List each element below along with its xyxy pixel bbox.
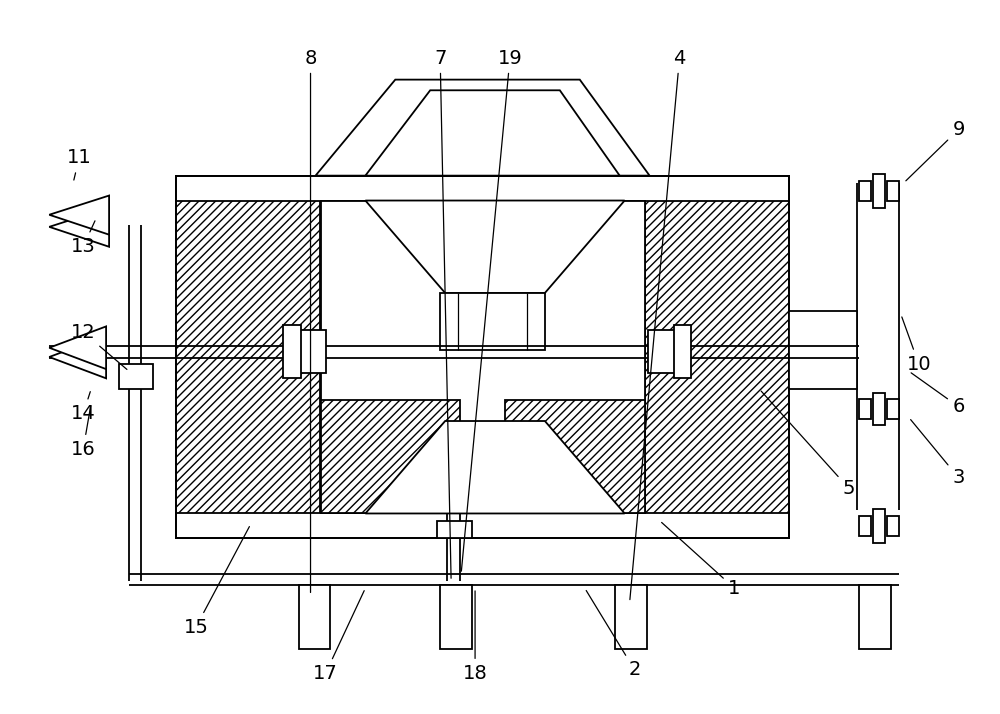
Polygon shape — [365, 90, 620, 176]
Bar — [873, 509, 885, 543]
Bar — [176, 176, 789, 201]
Bar — [674, 325, 691, 378]
Polygon shape — [365, 421, 625, 513]
Bar — [320, 400, 460, 513]
Polygon shape — [316, 80, 650, 176]
Text: 4: 4 — [630, 49, 686, 600]
Polygon shape — [49, 196, 109, 235]
Bar — [299, 330, 326, 373]
Text: 16: 16 — [71, 406, 96, 459]
Polygon shape — [49, 208, 109, 247]
Polygon shape — [49, 326, 106, 369]
Text: 18: 18 — [463, 591, 487, 683]
Bar — [437, 521, 472, 538]
Text: 1: 1 — [662, 523, 741, 598]
Bar — [283, 325, 301, 378]
Bar — [440, 293, 545, 350]
Bar — [645, 176, 789, 538]
Text: 12: 12 — [71, 323, 127, 369]
Bar — [615, 585, 647, 648]
Bar — [859, 399, 871, 419]
Bar — [299, 585, 330, 648]
Text: 8: 8 — [304, 49, 317, 593]
Bar — [320, 201, 645, 513]
Text: 17: 17 — [313, 590, 364, 683]
Text: 19: 19 — [461, 49, 522, 571]
Polygon shape — [365, 201, 625, 293]
Bar — [887, 516, 899, 536]
Bar — [176, 176, 789, 538]
Text: 10: 10 — [902, 317, 931, 373]
Bar — [859, 181, 871, 201]
Bar — [887, 181, 899, 201]
Text: 7: 7 — [434, 49, 451, 578]
Bar — [176, 513, 789, 538]
Bar — [887, 399, 899, 419]
Bar — [119, 364, 153, 389]
Text: 5: 5 — [761, 391, 855, 498]
Bar — [648, 330, 676, 373]
Text: 15: 15 — [183, 527, 249, 637]
Text: 2: 2 — [586, 590, 641, 680]
Text: 14: 14 — [71, 392, 96, 423]
Text: 6: 6 — [911, 373, 965, 416]
Polygon shape — [49, 336, 106, 378]
Bar — [859, 516, 871, 536]
Bar — [176, 176, 320, 538]
Bar — [440, 585, 472, 648]
Text: 13: 13 — [71, 221, 96, 256]
Bar — [440, 350, 545, 421]
Bar — [789, 311, 857, 389]
Bar — [505, 400, 645, 513]
Bar — [873, 393, 885, 425]
Text: 9: 9 — [906, 120, 965, 181]
Bar — [873, 174, 885, 208]
Text: 3: 3 — [911, 420, 965, 488]
Text: 11: 11 — [67, 149, 92, 180]
Bar — [859, 585, 891, 648]
